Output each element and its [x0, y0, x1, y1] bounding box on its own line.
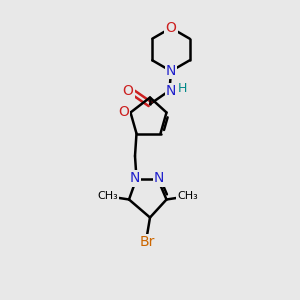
Text: CH₃: CH₃ [177, 191, 198, 201]
Text: O: O [123, 84, 134, 98]
Text: N: N [130, 172, 140, 185]
Text: CH₃: CH₃ [98, 191, 118, 201]
Text: H: H [177, 82, 187, 95]
Text: Br: Br [139, 235, 155, 249]
Text: N: N [154, 172, 164, 185]
Text: N: N [166, 84, 176, 98]
Text: N: N [166, 64, 176, 78]
Text: O: O [118, 106, 129, 119]
Text: O: O [166, 21, 176, 35]
